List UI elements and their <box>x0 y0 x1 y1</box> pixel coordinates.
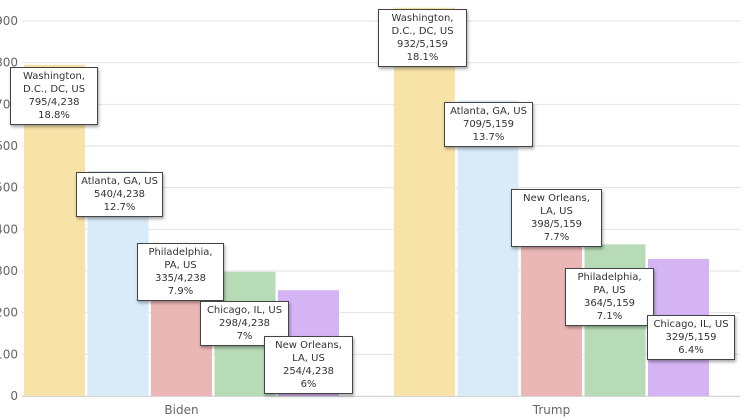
data-label-city: Washington, D.C., DC, US <box>22 71 86 95</box>
data-label: Chicago, IL, US 329/5,159 6.4% <box>647 315 735 360</box>
data-label: Washington, D.C., DC, US 795/4,238 18.8% <box>10 67 98 125</box>
y-tick-label: 200 <box>0 306 18 320</box>
y-tick-label: 800 <box>0 56 18 70</box>
data-label-count: 298/4,238 <box>218 318 271 329</box>
data-label-count: 364/5,159 <box>583 298 636 309</box>
data-label: Chicago, IL, US 298/4,238 7% <box>200 301 289 346</box>
data-label-percent: 7.7% <box>543 232 570 243</box>
bar <box>394 7 455 397</box>
y-tick-label: 900 <box>0 14 18 28</box>
data-label-percent: 7% <box>236 331 253 342</box>
data-label-count: 795/4,238 <box>28 97 80 108</box>
data-label-percent: 6.4% <box>678 345 704 356</box>
data-label: New Orleans, LA, US 398/5,159 7.7% <box>511 189 602 247</box>
y-tick-label: 500 <box>0 181 18 195</box>
x-tick-label: Biden <box>164 403 198 417</box>
data-label-city: Chicago, IL, US <box>206 305 283 316</box>
data-label-count: 335/4,238 <box>154 273 207 284</box>
bar <box>457 100 519 396</box>
data-label-count: 540/4,238 <box>93 189 146 200</box>
data-label: Atlanta, GA, US 540/4,238 12.7% <box>76 172 163 217</box>
y-tick-label: 0 <box>10 389 18 403</box>
data-label-city: Washington, D.C., DC, US <box>391 13 454 37</box>
data-label-city: Philadelphia, PA, US <box>148 247 213 271</box>
data-label: Washington, D.C., DC, US 932/5,159 18.1% <box>378 9 467 67</box>
data-label-city: New Orleans, LA, US <box>275 340 342 364</box>
y-tick-label: 100 <box>0 347 18 361</box>
data-label-percent: 6% <box>300 379 317 390</box>
data-label-count: 329/5,159 <box>665 332 717 343</box>
data-label: Philadelphia, PA, US 335/4,238 7.9% <box>137 243 224 301</box>
data-label-percent: 13.7% <box>472 132 505 143</box>
data-label-city: New Orleans, LA, US <box>523 193 590 217</box>
y-tick-label: 300 <box>0 264 18 278</box>
y-tick-label: 600 <box>0 139 18 153</box>
y-tick-label: 400 <box>0 222 18 236</box>
data-label-city: Philadelphia, PA, US <box>577 272 642 296</box>
data-label-percent: 18.8% <box>38 110 70 121</box>
data-label: Atlanta, GA, US 709/5,159 13.7% <box>444 102 533 147</box>
data-label-percent: 7.9% <box>167 286 194 297</box>
data-label-percent: 18.1% <box>406 52 439 63</box>
data-label-city: Atlanta, GA, US <box>450 106 527 117</box>
data-label-count: 709/5,159 <box>462 119 515 130</box>
x-tick-label: Trump <box>532 403 570 417</box>
data-label-count: 254/4,238 <box>282 366 335 377</box>
data-label-count: 398/5,159 <box>530 219 583 230</box>
data-label: Philadelphia, PA, US 364/5,159 7.1% <box>565 268 654 326</box>
data-label-count: 932/5,159 <box>396 39 449 50</box>
data-label-percent: 12.7% <box>103 202 136 213</box>
data-label-city: Chicago, IL, US <box>653 319 729 330</box>
data-label-city: Atlanta, GA, US <box>81 176 158 187</box>
data-label: New Orleans, LA, US 254/4,238 6% <box>264 336 353 394</box>
data-label-percent: 7.1% <box>596 311 623 322</box>
